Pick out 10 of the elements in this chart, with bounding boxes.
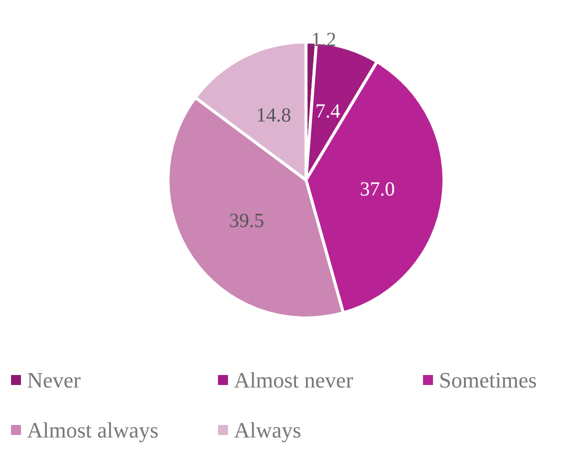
data-label: 7.4: [315, 100, 340, 122]
legend-label: Sometimes: [439, 368, 537, 392]
legend-label: Almost always: [27, 418, 158, 442]
data-label: 37.0: [360, 178, 395, 201]
legend-label: Always: [234, 418, 302, 442]
data-label: 1.2: [311, 29, 336, 52]
legend-label: Almost never: [234, 368, 354, 392]
data-label: 14.8: [256, 104, 292, 127]
legend-label: Never: [27, 368, 82, 392]
data-label: 39.5: [229, 210, 264, 232]
